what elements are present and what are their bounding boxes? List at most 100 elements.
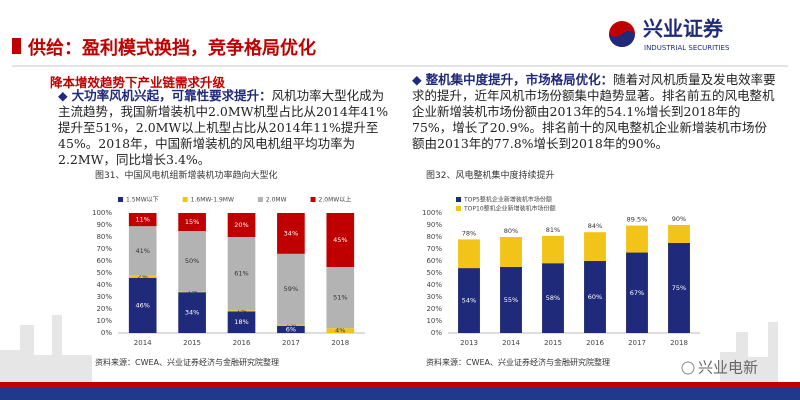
x-tick-label: 2015 <box>544 339 562 347</box>
y-tick-label: 50% <box>426 269 442 277</box>
data-label: 75% <box>672 284 686 292</box>
bar <box>326 328 355 333</box>
data-label: 50% <box>185 257 199 265</box>
bar <box>178 213 206 231</box>
footer-stripe <box>0 382 800 387</box>
data-label: 45% <box>333 236 347 244</box>
y-tick-label: 10% <box>96 317 112 325</box>
data-label: 20% <box>234 221 248 229</box>
y-tick-label: 20% <box>96 305 112 313</box>
y-tick-label: 60% <box>426 257 442 265</box>
x-tick-label: 2016 <box>586 339 604 347</box>
legend-swatch <box>456 197 461 202</box>
data-label: 89.5% <box>627 216 648 224</box>
figure-caption: 图31、中国风电机组新增装机功率趋向大型化 <box>95 171 278 181</box>
data-label: 81% <box>546 226 560 234</box>
legend-swatch <box>118 197 123 202</box>
y-tick-label: 90% <box>426 221 442 229</box>
data-label: 55% <box>504 296 518 304</box>
data-label: 2% <box>138 273 148 281</box>
y-tick-label: 70% <box>96 245 112 253</box>
bar <box>178 291 206 293</box>
legend-label: TOP5整机企业新增装机市场份额 <box>463 196 552 204</box>
skyline <box>0 315 778 382</box>
source-note: 资料来源：CWEA、兴业证券经济与金融研究院整理 <box>95 358 280 367</box>
legend-label: 1.6MW-1.9MW <box>191 197 234 204</box>
data-label: 54% <box>462 297 476 305</box>
data-label: 90% <box>672 215 686 223</box>
bar <box>584 261 606 333</box>
logo-name: 兴业证券 <box>643 17 724 41</box>
y-tick-label: 90% <box>96 221 112 229</box>
x-tick-label: 2017 <box>628 339 646 347</box>
legend-swatch <box>456 206 461 211</box>
x-tick-label: 2018 <box>670 339 688 347</box>
legend-swatch <box>182 197 188 202</box>
legend-label: 1.5MW以下 <box>126 197 159 204</box>
x-tick-label: 2017 <box>282 339 300 347</box>
bar <box>128 226 157 276</box>
data-label: 34% <box>185 309 199 317</box>
bar <box>277 253 305 325</box>
left-bullet: ◆ 大功率风机兴起，可靠性要求提升：风机功率大型化成为主流趋势，我国新增装机中2… <box>58 88 389 167</box>
bar <box>458 268 480 333</box>
bullet-lead: 大功率风机兴起，可靠性要求提升： <box>71 88 272 103</box>
bullet-text: 风机功率大型化成为主流趋势，我国新增装机中2.0MW机型占比从2014年41%提… <box>58 88 389 167</box>
x-tick-label: 2016 <box>233 339 251 347</box>
y-tick-label: 70% <box>426 245 442 253</box>
y-tick-label: 20% <box>426 305 442 313</box>
y-tick-label: 100% <box>92 209 112 217</box>
y-tick-label: 10% <box>426 317 442 325</box>
y-tick-label: 80% <box>96 233 112 241</box>
bar <box>128 275 157 278</box>
data-label: 4% <box>335 327 345 335</box>
bullet-lead: 整机集中度提升，市场格局优化： <box>425 72 614 87</box>
data-label: 18% <box>234 318 248 326</box>
legend-swatch <box>257 197 263 202</box>
bar <box>227 310 256 312</box>
data-label: 51% <box>333 294 347 302</box>
watermark: 兴业电新 <box>698 359 758 377</box>
data-label: 34% <box>284 229 298 237</box>
logo: 兴业证券 INDUSTRIAL SECURITIES <box>609 17 730 52</box>
data-label: 11% <box>135 216 149 224</box>
bar <box>277 324 305 326</box>
bar <box>227 237 256 311</box>
data-label: 67% <box>630 289 644 297</box>
legend-swatch <box>310 197 316 202</box>
data-label: 61% <box>234 270 248 278</box>
y-tick-label: 80% <box>426 233 442 241</box>
footer-band <box>0 387 800 400</box>
data-label: 60% <box>588 293 602 301</box>
data-label: 15% <box>185 218 199 226</box>
data-label: 80% <box>504 227 518 235</box>
y-tick-label: 30% <box>96 293 112 301</box>
data-label: 78% <box>462 229 476 237</box>
figure-caption: 图32、风电整机集中度持续提升 <box>426 171 555 181</box>
bar <box>626 252 648 333</box>
legend-label: 2.0MW以上 <box>319 196 352 204</box>
wechat-icon <box>681 361 695 375</box>
section-heading: 降本增效趋势下产业链需求升级 <box>50 75 226 90</box>
source-note: 资料来源：CWEA、兴业证券经济与金融研究院整理 <box>426 358 611 367</box>
bar <box>227 213 256 237</box>
x-tick-label: 2014 <box>134 339 152 347</box>
y-tick-label: 60% <box>96 257 112 265</box>
data-label: 1% <box>236 307 246 315</box>
data-label: 59% <box>284 285 298 293</box>
y-tick-label: 0% <box>101 329 112 337</box>
bar <box>277 325 305 333</box>
y-tick-label: 50% <box>96 269 112 277</box>
logo-subtitle: INDUSTRIAL SECURITIES <box>644 44 730 52</box>
bullet-text: 随着对风机质量及发电效率要求的提升，近年风机市场份额集中趋势显著。排名前五的风电… <box>412 72 776 151</box>
bar <box>500 267 522 333</box>
bar <box>178 292 206 333</box>
bar <box>326 213 355 267</box>
bar <box>668 243 690 333</box>
data-label: 6% <box>286 325 296 333</box>
x-tick-label: 2018 <box>331 339 349 347</box>
bar <box>128 213 157 227</box>
data-label: 84% <box>588 222 602 230</box>
